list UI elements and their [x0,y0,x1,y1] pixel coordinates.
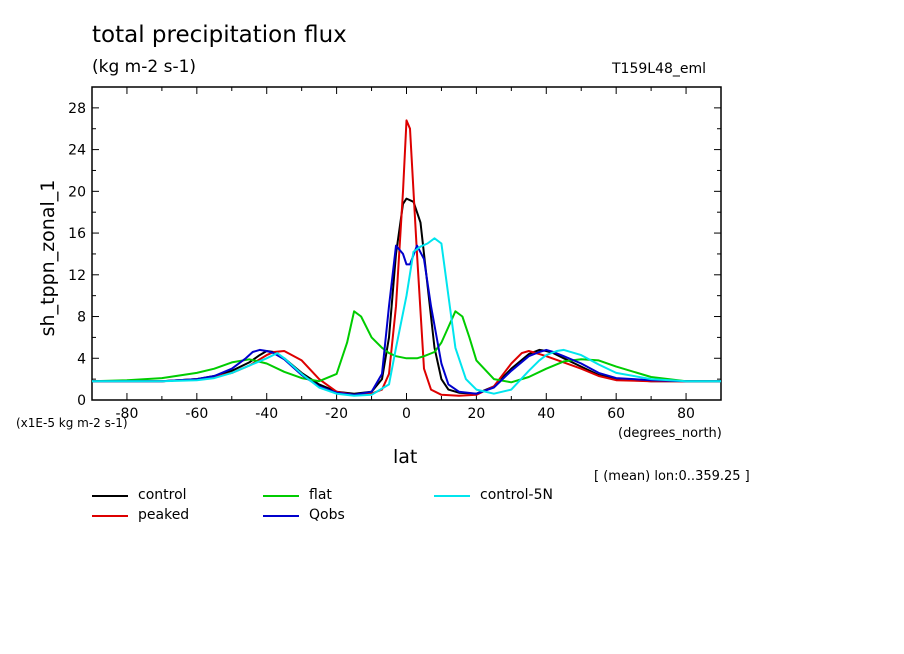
legend-label-qobs: Qobs [309,507,345,523]
legend: control peaked flat Qobs control-5N [92,486,792,526]
legend-label-flat: flat [309,487,332,503]
x-tick-label: 80 [677,406,695,422]
y-tick-label: 12 [68,268,86,284]
y-tick-label: 20 [68,184,86,200]
x-tick-label: -80 [116,406,139,422]
series-line-qobs [92,244,721,396]
legend-swatch-peaked [92,515,128,517]
series-line-control [92,197,721,395]
y-tick-label: 24 [68,143,86,159]
y-tick-label: 4 [77,351,86,367]
legend-label-peaked: peaked [138,507,190,523]
y-axis-label: sh_tppn_zonal_1 [37,179,59,337]
series-line-peaked [92,119,721,397]
legend-swatch-flat [263,495,299,497]
y-tick-label: 16 [68,226,86,242]
series-line-control-5n [92,237,721,397]
chart-title: total precipitation flux [92,22,347,48]
chart-units: (kg m-2 s-1) [92,57,197,77]
y-tick-label: 0 [77,393,86,409]
legend-swatch-qobs [263,515,299,517]
y-tick-label: 28 [68,101,86,117]
x-axis-unit: (degrees_north) [618,426,722,441]
legend-label-control-5n: control-5N [480,487,553,503]
legend-label-control: control [138,487,187,503]
scale-note: (x1E-5 kg m-2 s-1) [16,416,128,430]
longitude-note: [ (mean) lon:0..359.25 ] [594,469,750,484]
x-tick-label: 40 [537,406,555,422]
x-axis-label: lat [393,446,418,468]
x-tick-label: -60 [185,406,208,422]
x-tick-label: -40 [255,406,278,422]
run-label: T159L48_eml [612,61,707,77]
series-line-flat [91,310,721,384]
y-tick-label: 8 [77,310,86,326]
x-tick-label: 0 [402,406,411,422]
x-tick-label: -20 [325,406,348,422]
x-tick-label: 20 [467,406,485,422]
legend-swatch-control [92,495,128,497]
legend-swatch-control-5n [434,495,470,497]
x-tick-label: 60 [607,406,625,422]
